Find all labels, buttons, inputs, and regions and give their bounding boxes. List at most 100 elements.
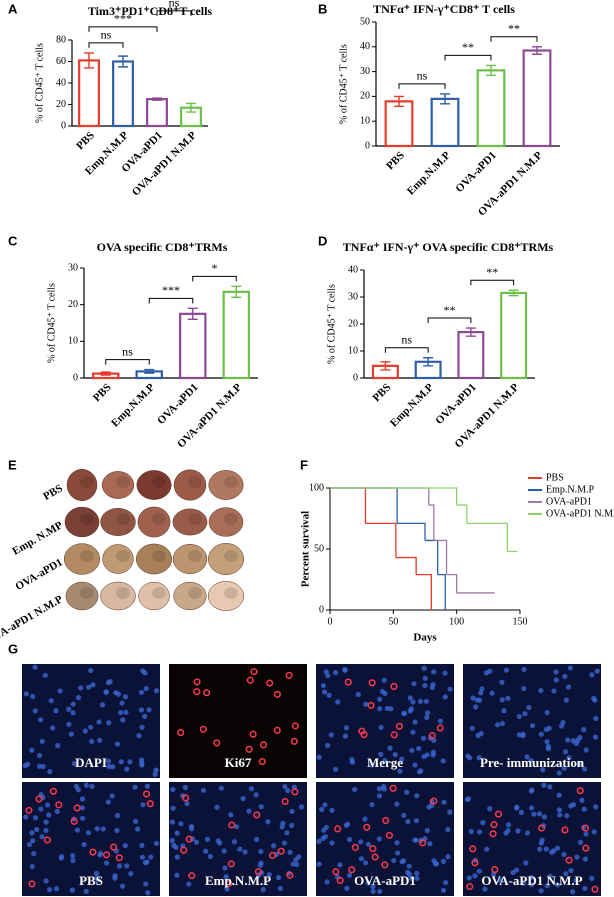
- nucleus: [529, 723, 536, 729]
- nucleus: [329, 840, 335, 846]
- nucleus: [564, 813, 570, 819]
- organ: [101, 471, 135, 499]
- nucleus: [207, 853, 214, 860]
- nucleus: [287, 849, 293, 855]
- organ-lobe: [224, 513, 238, 525]
- nucleus: [284, 830, 290, 836]
- ki67-nucleus: [390, 682, 398, 691]
- y-tick-label: 40: [360, 41, 370, 52]
- nucleus: [561, 765, 567, 771]
- nucleus: [514, 804, 520, 810]
- ki67-nucleus: [390, 731, 398, 739]
- survival-step: [446, 573, 458, 593]
- nucleus: [82, 728, 88, 734]
- bar: [522, 49, 552, 148]
- nucleus: [565, 737, 571, 743]
- nucleus: [578, 839, 584, 845]
- nucleus: [90, 682, 96, 688]
- nucleus: [537, 846, 543, 852]
- nucleus: [583, 747, 589, 753]
- nucleus: [395, 850, 401, 856]
- nucleus: [567, 665, 573, 671]
- nucleus: [93, 870, 100, 877]
- nucleus: [412, 762, 418, 768]
- nucleus: [94, 875, 100, 881]
- nucleus: [139, 842, 145, 848]
- nucleus: [583, 831, 589, 837]
- x-tick-label: OVA-aPD1: [155, 381, 201, 427]
- panel-label: B: [318, 1, 327, 16]
- x-tick-label: OVA-aPD1 N.M.P: [130, 129, 199, 198]
- ki67-nucleus: [385, 831, 394, 839]
- nucleus: [543, 846, 549, 852]
- nucleus: [97, 850, 104, 857]
- nucleus: [576, 761, 582, 767]
- ki67-nucleus: [266, 679, 274, 687]
- ki67-nucleus: [28, 880, 36, 888]
- nucleus: [221, 848, 227, 854]
- nucleus: [554, 882, 560, 888]
- nucleus: [85, 830, 92, 836]
- nucleus: [570, 889, 576, 895]
- nucleus: [378, 724, 384, 731]
- organ: [208, 470, 244, 500]
- nucleus: [107, 679, 113, 685]
- significance-bracket: [398, 83, 446, 89]
- nucleus: [413, 837, 419, 843]
- nucleus: [25, 761, 31, 767]
- ki67-nucleus: [360, 731, 368, 739]
- nucleus: [540, 767, 546, 773]
- nucleus: [75, 787, 81, 793]
- organ: [65, 581, 99, 611]
- ki67-nucleus: [203, 689, 211, 697]
- organ: [135, 543, 173, 575]
- nucleus: [443, 879, 449, 886]
- legend-label: OVA-aPD1: [546, 496, 592, 507]
- nucleus: [144, 783, 151, 789]
- nucleus: [416, 745, 422, 752]
- nucleus: [231, 839, 238, 845]
- nucleus: [401, 812, 407, 818]
- nucleus: [123, 709, 129, 715]
- error-bar: [532, 46, 542, 55]
- nucleus: [322, 802, 328, 808]
- organ: [138, 581, 170, 611]
- nucleus: [31, 851, 37, 857]
- significance-label: ns: [169, 0, 180, 10]
- ki67-nucleus: [146, 800, 154, 808]
- nucleus: [182, 784, 188, 791]
- nucleus: [570, 802, 577, 808]
- nucleus: [592, 697, 598, 703]
- x-tick-label: Emp.N.M.P: [388, 381, 436, 429]
- ki67-nucleus: [246, 676, 254, 684]
- nucleus: [99, 702, 106, 708]
- ki67-nucleus: [142, 790, 151, 798]
- ki67-nucleus: [177, 729, 185, 737]
- ki67-nucleus: [249, 730, 257, 738]
- nucleus: [518, 809, 525, 815]
- nucleus: [408, 875, 415, 881]
- x-axis-label: Days: [413, 632, 437, 644]
- y-tick-label: 0: [61, 120, 66, 131]
- nucleus: [424, 714, 430, 721]
- ki67-nucleus: [291, 788, 299, 796]
- ki67-nucleus: [250, 668, 258, 676]
- nucleus: [335, 699, 341, 705]
- micrograph-label: Emp.N.M.P: [205, 873, 271, 888]
- nucleus: [53, 886, 60, 892]
- significance-label: **: [508, 22, 520, 36]
- nucleus: [240, 796, 246, 802]
- y-tick-label: 0: [73, 372, 78, 383]
- nucleus: [178, 821, 184, 827]
- nucleus: [382, 690, 388, 697]
- organ: [66, 468, 98, 502]
- nucleus: [425, 710, 431, 716]
- nucleus: [248, 786, 255, 792]
- photo-row-label: Emp. N.MP: [10, 519, 65, 557]
- nucleus: [316, 754, 322, 760]
- ki67-nucleus: [70, 817, 78, 825]
- nucleus: [369, 802, 375, 808]
- ki67-nucleus: [268, 851, 277, 860]
- nucleus: [68, 731, 74, 737]
